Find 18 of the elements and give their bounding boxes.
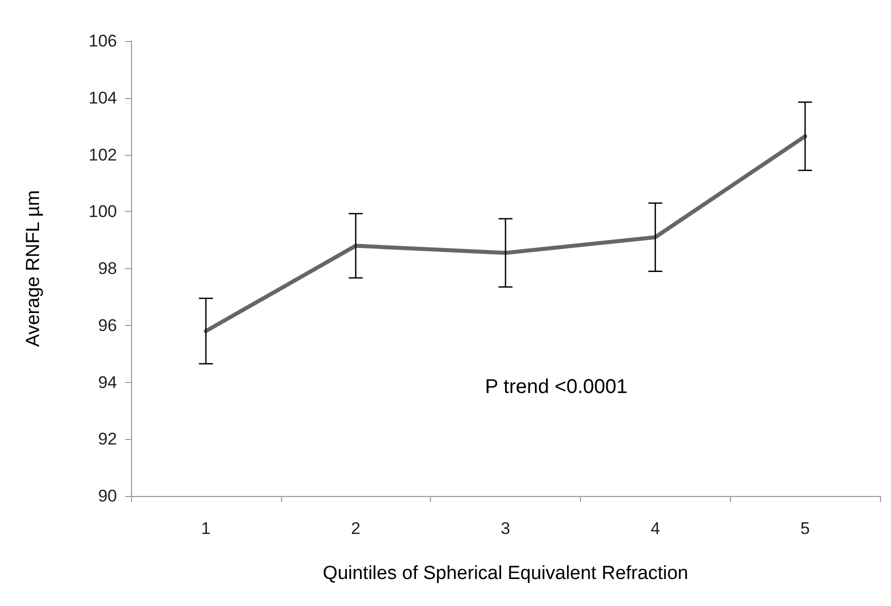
y-tick-label: 96 xyxy=(98,316,117,335)
y-tick-label: 92 xyxy=(98,430,117,449)
x-tick-label: 2 xyxy=(350,519,360,538)
y-tick-label: 102 xyxy=(88,145,117,164)
x-tick-label: 4 xyxy=(650,519,660,538)
y-axis-title: Average RNFL µm xyxy=(23,190,44,347)
y-tick-label: 106 xyxy=(88,32,117,50)
x-tick-label: 1 xyxy=(201,519,211,538)
x-tick-label: 5 xyxy=(800,519,810,538)
y-tick-label: 90 xyxy=(98,486,117,506)
y-tick-label: 100 xyxy=(88,202,117,222)
x-axis-title: Quintiles of Spherical Equivalent Refraction xyxy=(322,563,688,584)
y-tick-label: 104 xyxy=(88,88,117,108)
annotation: P trend <0.0001 xyxy=(485,376,628,398)
y-tick-label: 94 xyxy=(98,372,117,392)
y-tick-label: 98 xyxy=(98,259,117,278)
x-tick-label: 3 xyxy=(500,519,510,538)
line-series xyxy=(204,134,808,334)
